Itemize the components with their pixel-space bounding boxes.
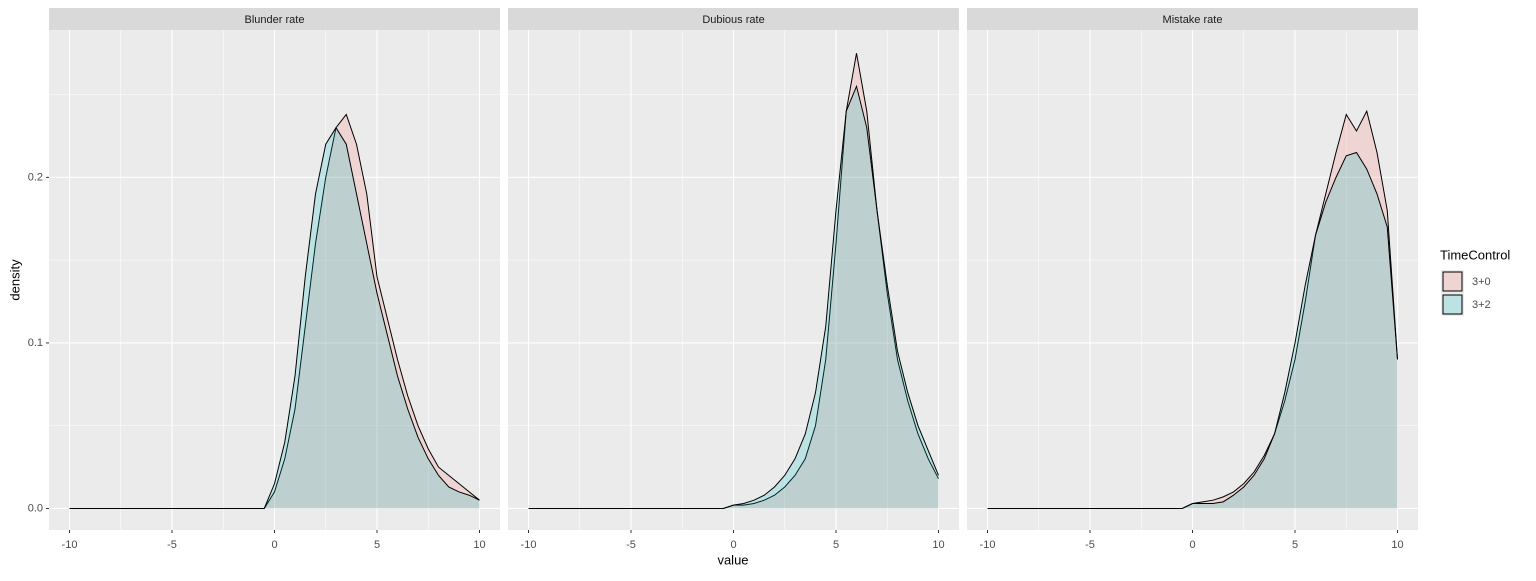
density-area — [528, 53, 939, 509]
x-tick-label: 0 — [271, 539, 277, 551]
strip-background — [967, 8, 1418, 30]
legend-key-bg — [1441, 293, 1464, 316]
legend-key-bg — [1441, 270, 1464, 293]
density-area — [987, 111, 1398, 509]
x-tick-label: -10 — [521, 539, 537, 551]
x-axis-title: value — [717, 552, 748, 567]
x-tick-label: 10 — [473, 539, 485, 551]
density-area — [69, 127, 480, 509]
legend-label: 3+0 — [1472, 276, 1491, 288]
legend-key — [1442, 271, 1463, 292]
x-tick-label: 10 — [1391, 539, 1403, 551]
strip-background — [49, 8, 500, 30]
density-line — [987, 151, 1398, 509]
x-tick-label: -5 — [626, 539, 636, 551]
facet-title: Blunder rate — [245, 14, 305, 26]
density-area — [69, 114, 480, 509]
density-area — [528, 86, 939, 509]
x-tick-label: -10 — [62, 539, 78, 551]
x-tick-label: 5 — [1292, 539, 1298, 551]
y-tick-label: 0.1 — [28, 337, 43, 349]
x-tick-label: -5 — [167, 539, 177, 551]
strip-background — [508, 8, 959, 30]
x-tick-label: -10 — [980, 539, 996, 551]
y-axis-title: density — [7, 259, 22, 301]
facet-title: Mistake rate — [1163, 14, 1223, 26]
y-tick-label: 0.2 — [28, 171, 43, 183]
x-tick-label: 5 — [374, 539, 380, 551]
x-tick-label: 10 — [932, 539, 944, 551]
x-tick-label: -5 — [1085, 539, 1095, 551]
x-tick-label: 0 — [730, 539, 736, 551]
y-tick-label: 0.0 — [28, 502, 43, 514]
facet-title: Dubious rate — [702, 14, 764, 26]
x-tick-label: 5 — [833, 539, 839, 551]
density-area — [987, 152, 1398, 509]
legend-title: TimeControl — [1440, 247, 1510, 262]
legend-label: 3+2 — [1472, 299, 1491, 311]
density-line — [69, 126, 480, 509]
density-line — [528, 84, 939, 509]
legend-key — [1442, 294, 1463, 315]
x-tick-label: 0 — [1189, 539, 1195, 551]
